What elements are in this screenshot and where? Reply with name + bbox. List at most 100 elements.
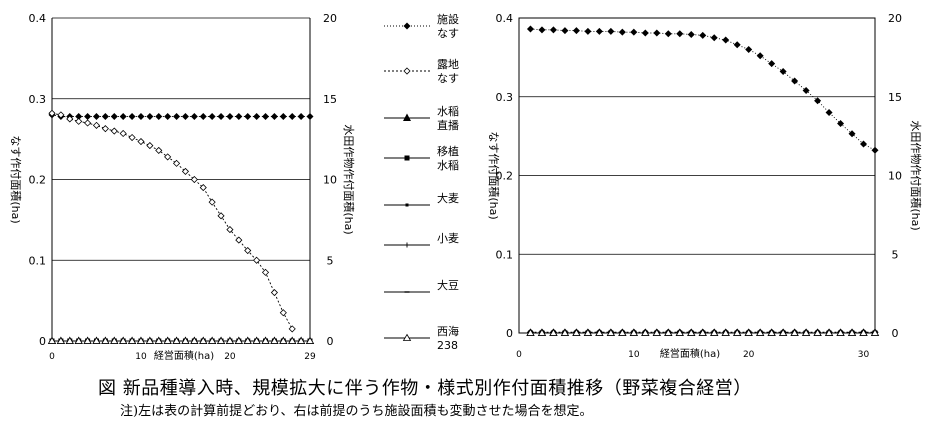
y-tick-left: 0.4 <box>29 12 47 25</box>
data-point-shisetsu <box>226 113 234 121</box>
data-point-saikai <box>710 328 719 336</box>
legend-marker-saikai <box>402 333 412 341</box>
figure-caption: 図 新品種導入時、規模拡大に伴う作物・様式別作付面積推移（野菜複合経営） <box>98 378 752 399</box>
data-point-saikai <box>145 336 155 344</box>
y-tick-right: 0 <box>892 327 899 340</box>
y-tick-right: 15 <box>888 91 902 104</box>
legend-label-shisetsu: 施設 <box>437 12 459 26</box>
data-point-saikai <box>652 328 662 336</box>
legend-marker-omugi <box>405 203 409 207</box>
data-point-saikai <box>641 328 650 336</box>
data-point-shisetsu <box>848 130 856 138</box>
data-point-shisetsu <box>119 113 127 121</box>
data-point-shisetsu <box>181 113 189 121</box>
series-roji <box>48 109 296 333</box>
data-point-shisetsu <box>572 27 580 35</box>
data-point-shisetsu <box>871 146 879 154</box>
data-point-roji <box>199 184 207 192</box>
data-point-saikai <box>83 336 92 344</box>
data-point-shisetsu <box>244 113 252 121</box>
data-point-roji <box>75 117 83 125</box>
data-point-shisetsu <box>262 113 270 121</box>
legend-label-komugi: 小麦 <box>437 232 459 245</box>
data-point-shisetsu <box>84 113 92 121</box>
data-point-shisetsu <box>584 27 592 35</box>
data-point-roji <box>92 121 101 129</box>
data-point-saikai <box>199 336 208 344</box>
data-point-saikai <box>767 328 776 336</box>
series-saikai <box>47 336 315 344</box>
data-point-shisetsu <box>561 27 569 35</box>
y-tick-left: 0.1 <box>496 248 514 261</box>
x-tick: 0 <box>516 350 522 360</box>
data-point-saikai <box>118 336 128 344</box>
data-point-saikai <box>778 328 788 336</box>
data-point-shisetsu <box>270 113 278 121</box>
data-point-roji <box>288 325 296 333</box>
data-point-shisetsu <box>279 113 287 121</box>
data-point-shisetsu <box>687 31 695 39</box>
x-tick: 30 <box>858 350 870 360</box>
data-point-roji <box>226 225 234 234</box>
data-point-saikai <box>755 328 765 336</box>
y-tick-right: 20 <box>323 12 337 25</box>
data-point-shisetsu <box>814 97 822 105</box>
data-point-saikai <box>629 328 639 336</box>
data-point-saikai <box>583 328 593 336</box>
data-point-shisetsu <box>164 113 172 121</box>
data-point-roji <box>57 111 65 119</box>
x-tick: 0 <box>49 352 55 362</box>
data-point-saikai <box>721 328 730 336</box>
data-point-saikai <box>296 336 306 344</box>
series-line-roji <box>51 112 293 330</box>
left-chart: 0 0.1 0.2 0.3 0.4 0 5 10 15 20 0 10 20 29 経営面積(ha) なす作付… <box>9 12 356 362</box>
y-tick-left: 0.3 <box>29 93 47 106</box>
data-point-saikai <box>127 336 137 344</box>
y-axis-label-left: なす作付面積(ha) <box>9 135 23 223</box>
legend-label-saikai: 238 <box>437 339 458 352</box>
data-point-shisetsu <box>630 28 638 36</box>
figure-note: 注)左は表の計算前提どおり、右は前提のうち施設面積も変動させた場合を想定。 <box>120 404 593 419</box>
legend-item-daizu: 大豆 <box>384 278 459 293</box>
data-point-saikai <box>664 328 673 336</box>
y-axis-label-right: 水田作物作付面積(ha) <box>909 120 923 230</box>
data-point-shisetsu <box>288 113 296 121</box>
legend-label-chokuha: 水稲 <box>437 105 459 118</box>
series-saikai <box>526 328 880 336</box>
data-point-shisetsu <box>306 113 314 121</box>
data-point-saikai <box>801 328 811 336</box>
data-point-saikai <box>279 336 288 344</box>
data-point-shisetsu <box>595 27 603 35</box>
data-point-shisetsu <box>538 26 546 34</box>
data-point-roji <box>261 268 270 276</box>
data-point-shisetsu <box>825 109 833 116</box>
legend-marker-ishoku <box>404 155 410 161</box>
x-tick: 10 <box>135 352 147 362</box>
x-tick: 20 <box>224 352 236 362</box>
data-point-saikai <box>305 336 315 344</box>
data-point-shisetsu <box>173 113 181 121</box>
data-point-roji <box>119 129 127 138</box>
data-point-saikai <box>526 328 535 336</box>
data-point-shisetsu <box>253 113 261 121</box>
data-point-roji <box>128 133 136 142</box>
data-point-shisetsu <box>235 113 243 121</box>
data-point-saikai <box>813 328 822 336</box>
y-tick-left: 0.4 <box>496 12 514 25</box>
data-point-roji <box>146 142 154 150</box>
data-point-saikai <box>154 336 163 344</box>
data-point-roji <box>208 198 216 206</box>
data-point-shisetsu <box>653 29 661 37</box>
data-point-saikai <box>181 336 190 344</box>
legend-label-roji: 露地 <box>437 58 459 71</box>
data-point-saikai <box>172 336 181 344</box>
data-point-shisetsu <box>756 52 764 60</box>
y-tick-left: 0.3 <box>496 91 514 104</box>
data-point-saikai <box>790 328 799 336</box>
x-tick: 20 <box>743 350 755 360</box>
data-point-shisetsu <box>92 113 100 121</box>
data-point-shisetsu <box>128 113 136 121</box>
